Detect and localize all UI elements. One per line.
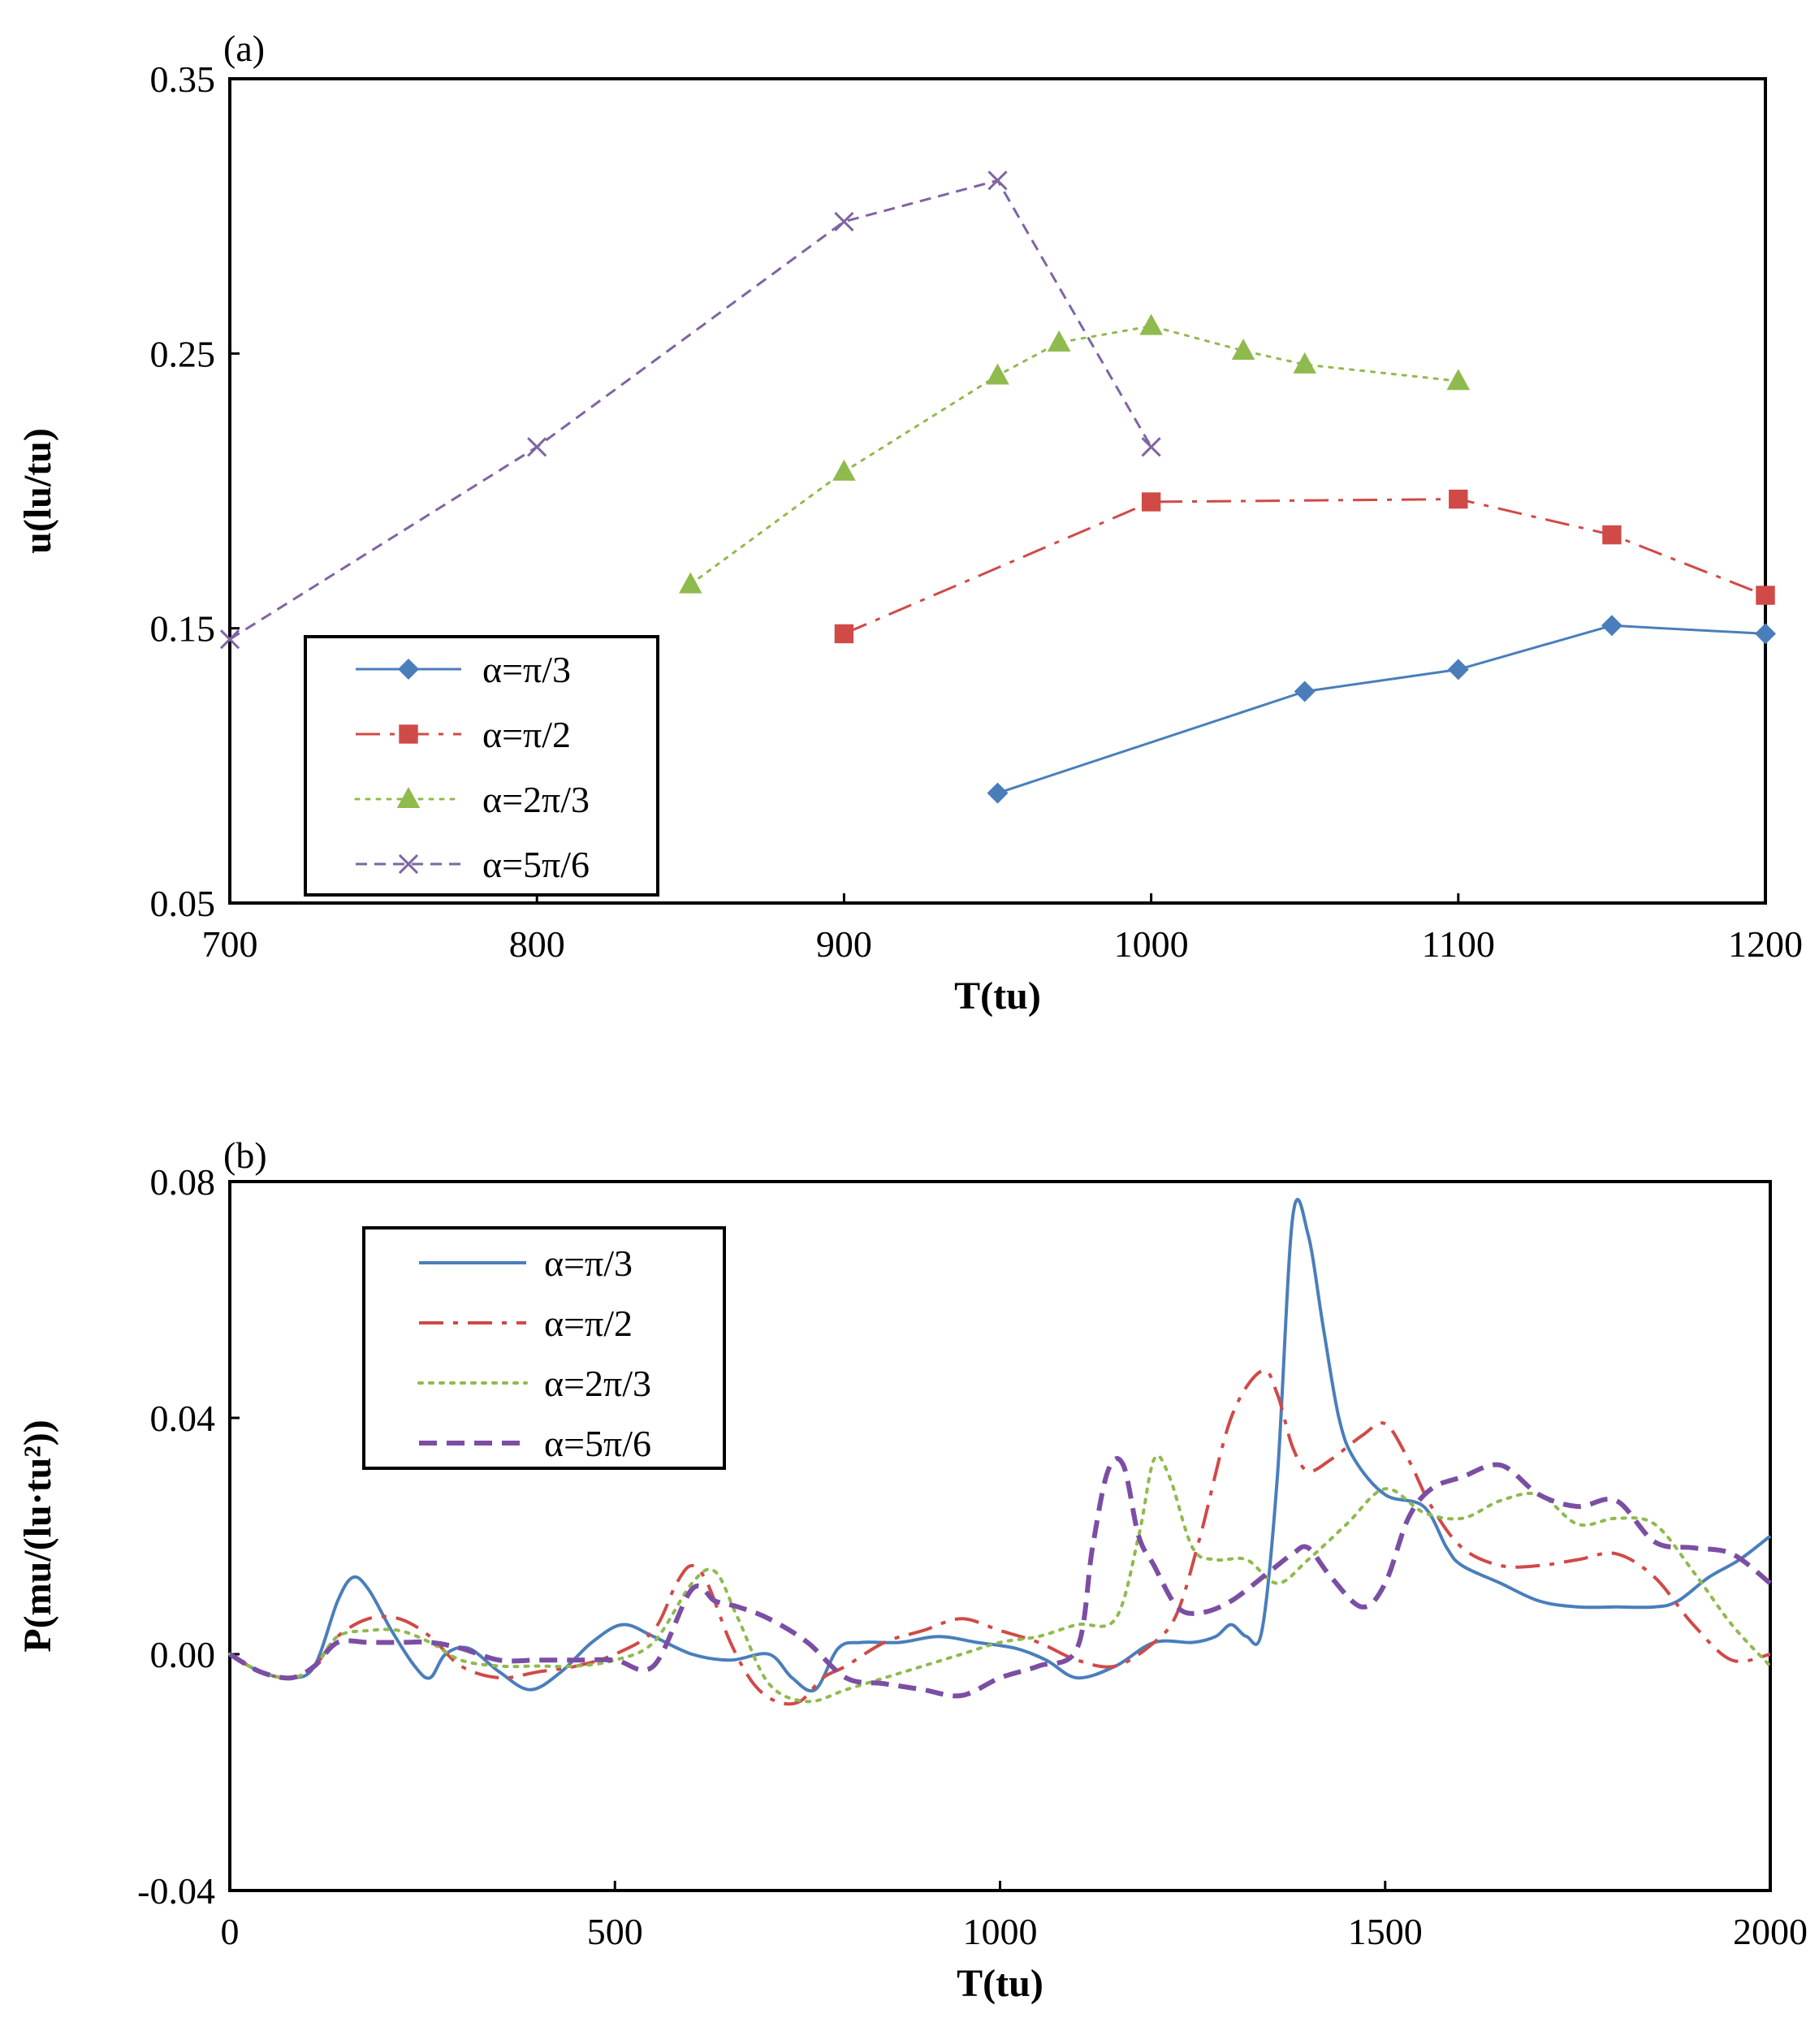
legend-box — [304, 635, 659, 897]
y-tick-label: 0.08 — [150, 1161, 216, 1203]
series-line — [843, 498, 1766, 635]
y-tick-label: 0.04 — [150, 1398, 216, 1439]
x-tick-label: 1000 — [1114, 923, 1189, 965]
diamond-marker — [1755, 623, 1776, 645]
y-axis-title: u(lu/tu) — [16, 428, 59, 554]
diamond-marker — [1601, 615, 1622, 637]
triangle-marker — [1231, 339, 1255, 360]
legend-label: α=π/3 — [482, 649, 571, 690]
series-line — [228, 1368, 1771, 1706]
legend-box — [362, 1226, 726, 1470]
y-tick-label: 0.15 — [150, 608, 216, 650]
triangle-marker — [1139, 313, 1163, 335]
series-line — [689, 325, 1460, 586]
square-marker — [1756, 586, 1775, 605]
square-marker — [1141, 492, 1161, 512]
x-axis-title: T(tu) — [954, 974, 1041, 1018]
legend-label: α=5π/6 — [482, 844, 590, 885]
x-marker — [527, 437, 547, 457]
y-tick-label: 0.25 — [150, 333, 216, 374]
triangle-marker — [1446, 369, 1471, 391]
chart-b: (b) -0.04 0.00 0.04 0.08 0 500 1000 1500 2000 T(tu… — [16, 1134, 1808, 2005]
triangle-marker — [1047, 330, 1071, 352]
series-line — [997, 624, 1766, 795]
legend-label: α=2π/3 — [482, 779, 590, 820]
x-tick-label: 900 — [816, 923, 872, 965]
diamond-marker — [1447, 659, 1469, 681]
y-axis-title: P(mu/(lu·tu²)) — [16, 1420, 59, 1652]
y-tick-label: 0.35 — [150, 58, 216, 100]
series-line — [228, 1198, 1772, 1693]
triangle-marker — [832, 459, 856, 481]
x-tick-label: 1100 — [1422, 923, 1495, 965]
x-marker — [1141, 437, 1161, 457]
plot-frame — [228, 77, 1767, 905]
x-tick-label: 2000 — [1733, 1911, 1808, 1952]
x-tick-label: 800 — [509, 923, 565, 965]
x-marker — [987, 171, 1008, 191]
x-marker — [219, 629, 240, 650]
y-tick-label: -0.04 — [137, 1870, 215, 1912]
diamond-marker — [1294, 681, 1316, 702]
x-tick-label: 1500 — [1348, 1911, 1423, 1952]
y-tick-label: 0.00 — [150, 1634, 216, 1675]
panel-label: (a) — [223, 28, 265, 69]
x-tick-label: 0 — [221, 1911, 240, 1952]
x-tick-label: 700 — [202, 923, 258, 965]
x-tick-label: 1200 — [1728, 923, 1803, 965]
diamond-marker — [987, 782, 1009, 804]
square-marker — [1449, 489, 1468, 509]
series-line — [229, 179, 1152, 641]
x-marker — [834, 211, 854, 232]
x-tick-label: 1000 — [963, 1911, 1038, 1952]
diamond-marker — [398, 659, 419, 680]
legend: α=π/3 α=π/2 α=2π/3 α=5π/6 — [304, 635, 659, 897]
series-line — [228, 1454, 1772, 1704]
panel-label: (b) — [223, 1134, 267, 1176]
x-marker — [398, 853, 419, 875]
square-marker — [1602, 525, 1622, 545]
y-tick-label: 0.05 — [150, 883, 216, 924]
legend: α=π/3 α=π/2 α=2π/3 α=5π/6 — [362, 1226, 726, 1470]
legend-label: α=5π/6 — [544, 1423, 651, 1464]
x-tick-label: 500 — [587, 1911, 643, 1952]
triangle-marker — [396, 787, 421, 809]
chart-a: (a) 0.05 0.15 0.25 0.35 700 800 900 1000 1100 1200… — [16, 28, 1803, 1018]
square-marker — [834, 624, 854, 644]
triangle-marker — [679, 572, 702, 594]
x-axis-title: T(tu) — [957, 1962, 1043, 2005]
triangle-marker — [1293, 352, 1316, 374]
series-line — [228, 1456, 1772, 1699]
legend-label: α=π/3 — [544, 1242, 633, 1284]
triangle-marker — [986, 363, 1009, 385]
legend-label: α=π/2 — [544, 1303, 633, 1344]
legend-label: α=π/2 — [482, 714, 571, 755]
square-marker — [399, 724, 418, 744]
legend-label: α=2π/3 — [544, 1363, 651, 1404]
